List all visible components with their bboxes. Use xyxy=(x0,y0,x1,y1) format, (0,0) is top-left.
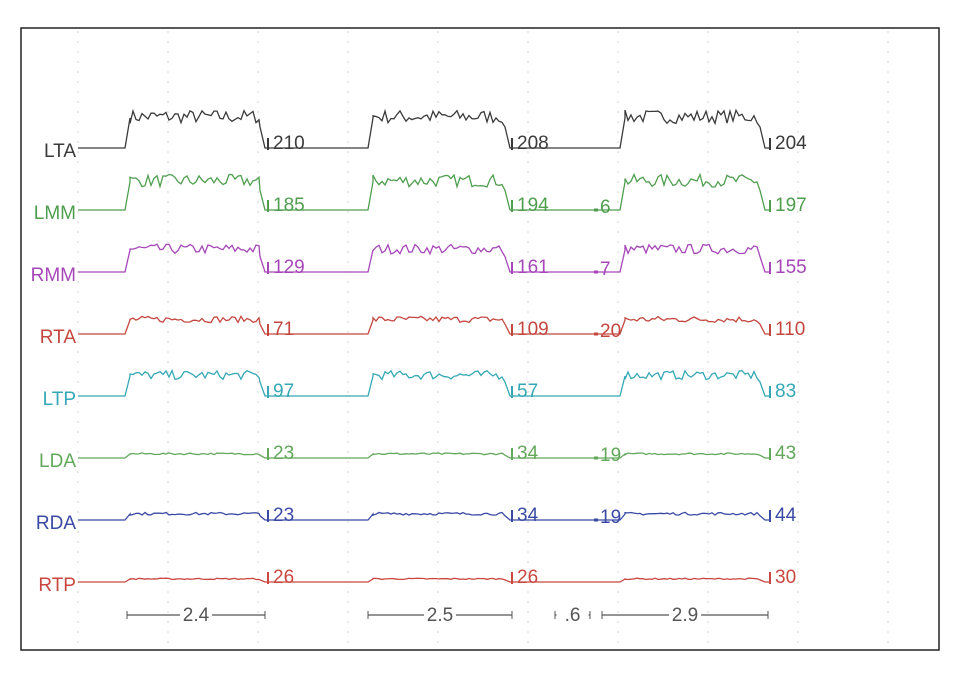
duration-label-bg xyxy=(180,605,212,625)
duration-label-bg xyxy=(669,605,701,625)
channel-label: RTP xyxy=(38,575,76,596)
emg-trace xyxy=(78,452,770,459)
amplitude-label: 30 xyxy=(775,567,796,588)
duration-label: .6 xyxy=(565,605,581,626)
emg-trace xyxy=(78,368,770,397)
amplitude-label: 185 xyxy=(273,195,305,216)
channel-label: RTA xyxy=(40,327,77,348)
amplitude-label: 109 xyxy=(517,319,549,340)
frame xyxy=(20,27,940,651)
amplitude-label: 208 xyxy=(517,133,549,154)
channel-label: RDA xyxy=(36,513,76,534)
gap-amplitude-label: 19 xyxy=(600,507,621,528)
emg-trace xyxy=(78,577,770,583)
amplitude-label: 210 xyxy=(273,133,305,154)
amplitude-label: 23 xyxy=(273,443,294,464)
amplitude-label: 155 xyxy=(775,257,807,278)
gap-amplitude-label: 7 xyxy=(600,259,611,280)
duration-label-bg xyxy=(556,605,589,625)
amplitude-label: 26 xyxy=(517,567,538,588)
emg-trace xyxy=(78,314,770,335)
amplitude-label: 71 xyxy=(273,319,294,340)
gap-amplitude-label: 20 xyxy=(600,321,621,342)
amplitude-label: 34 xyxy=(517,505,539,526)
channel-label: LTA xyxy=(44,141,76,162)
amplitude-label: 43 xyxy=(775,443,796,464)
amplitude-label: 57 xyxy=(517,381,538,402)
amplitude-label: 23 xyxy=(273,505,294,526)
emg-trace xyxy=(78,108,770,149)
amplitude-label: 44 xyxy=(775,505,797,526)
gap-amplitude-label: 6 xyxy=(600,197,611,218)
duration-label: 2.9 xyxy=(672,605,698,626)
amplitude-label: 83 xyxy=(775,381,796,402)
amplitude-label: 34 xyxy=(517,443,539,464)
emg-trace xyxy=(78,243,770,273)
emg-trace xyxy=(78,511,770,521)
amplitude-label: 204 xyxy=(775,133,807,154)
duration-label-bg xyxy=(424,605,456,625)
channel-label: RMM xyxy=(31,265,76,286)
amplitude-label: 129 xyxy=(273,257,305,278)
channel-label: LDA xyxy=(39,451,76,472)
gap-amplitude-label: 19 xyxy=(600,445,621,466)
duration-label: 2.4 xyxy=(183,605,210,626)
amplitude-label: 194 xyxy=(517,195,549,216)
duration-label: 2.5 xyxy=(427,605,453,626)
amplitude-label: 197 xyxy=(775,195,807,216)
amplitude-label: 97 xyxy=(273,381,294,402)
channel-label: LMM xyxy=(34,203,76,224)
amplitude-label: 161 xyxy=(517,257,549,278)
amplitude-label: 26 xyxy=(273,567,294,588)
amplitude-label: 110 xyxy=(775,319,805,340)
emg-trace xyxy=(78,172,770,211)
channel-label: LTP xyxy=(43,389,76,410)
